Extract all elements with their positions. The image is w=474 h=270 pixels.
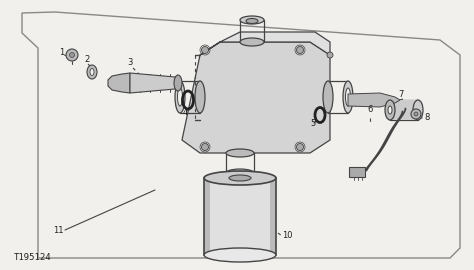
Text: 11: 11 <box>53 226 63 235</box>
Bar <box>204 178 210 255</box>
Ellipse shape <box>226 149 254 157</box>
Circle shape <box>70 52 74 58</box>
Ellipse shape <box>195 81 205 113</box>
Text: 10: 10 <box>282 231 292 240</box>
Ellipse shape <box>204 248 276 262</box>
Ellipse shape <box>174 75 182 91</box>
Circle shape <box>201 46 209 53</box>
Ellipse shape <box>226 169 254 177</box>
Circle shape <box>297 46 303 53</box>
Circle shape <box>66 49 78 61</box>
Ellipse shape <box>385 100 395 120</box>
Ellipse shape <box>177 88 182 106</box>
Text: T195124: T195124 <box>14 253 52 262</box>
Ellipse shape <box>413 100 423 120</box>
Text: 3: 3 <box>128 58 133 67</box>
Bar <box>390 100 418 120</box>
Ellipse shape <box>246 19 258 23</box>
Text: 1: 1 <box>59 48 64 57</box>
Ellipse shape <box>346 88 350 106</box>
Bar <box>204 178 276 255</box>
Circle shape <box>327 52 333 58</box>
Ellipse shape <box>388 106 392 114</box>
Ellipse shape <box>240 16 264 24</box>
Ellipse shape <box>343 81 353 113</box>
Polygon shape <box>108 73 130 93</box>
Ellipse shape <box>87 65 97 79</box>
Ellipse shape <box>175 81 185 113</box>
Circle shape <box>414 112 418 116</box>
Polygon shape <box>200 32 330 55</box>
Bar <box>349 167 365 177</box>
Ellipse shape <box>323 81 333 113</box>
Circle shape <box>411 109 421 119</box>
Text: 5: 5 <box>310 119 316 128</box>
Circle shape <box>201 143 209 150</box>
Bar <box>270 178 276 255</box>
Polygon shape <box>348 93 400 107</box>
Ellipse shape <box>240 38 264 46</box>
Text: 8: 8 <box>424 113 429 122</box>
Text: 4: 4 <box>182 108 188 117</box>
Circle shape <box>297 143 303 150</box>
Ellipse shape <box>90 69 94 76</box>
Ellipse shape <box>229 175 251 181</box>
Polygon shape <box>182 42 330 153</box>
Ellipse shape <box>204 171 276 185</box>
Text: 6: 6 <box>367 105 373 114</box>
Text: 7: 7 <box>398 90 403 99</box>
Polygon shape <box>130 73 178 93</box>
Text: 2: 2 <box>84 55 90 64</box>
